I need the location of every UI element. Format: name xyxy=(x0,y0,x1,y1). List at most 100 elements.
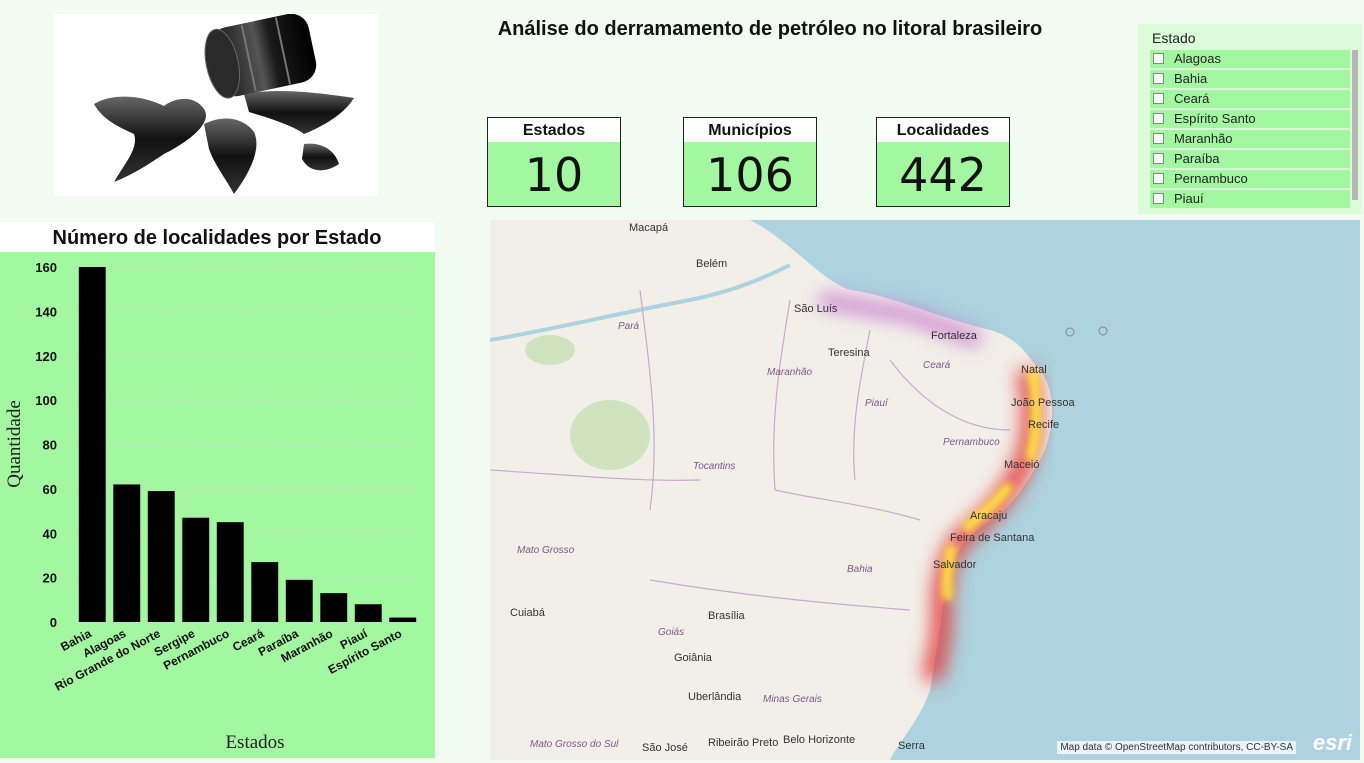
city-label: Fortaleza xyxy=(931,330,977,342)
city-label: Macapá xyxy=(629,222,669,234)
checkbox-icon[interactable] xyxy=(1153,133,1164,144)
slicer-item-paraiba[interactable]: Paraíba xyxy=(1150,150,1350,168)
city-label: Ribeirão Preto xyxy=(708,737,779,749)
kpi-value: 106 xyxy=(706,148,794,202)
city-label: Goiânia xyxy=(674,652,712,664)
kpi-label: Localidades xyxy=(877,118,1009,142)
kpi-label: Municípios xyxy=(684,118,816,142)
y-axis-label: Quantidade xyxy=(4,400,25,488)
region-label: Tocantins xyxy=(693,461,736,472)
bar[interactable] xyxy=(320,593,348,622)
city-label: Salvador xyxy=(933,559,977,571)
state-border xyxy=(853,329,871,481)
region-label: Pernambuco xyxy=(943,437,1000,448)
heat-trail xyxy=(818,292,983,348)
oil-spill-image xyxy=(54,14,378,196)
slicer-item-alagoas[interactable]: Alagoas xyxy=(1150,50,1350,68)
map-attribution[interactable]: Map data © OpenStreetMap contributors, C… xyxy=(1057,741,1296,754)
chart-title: Número de localidades por Estado xyxy=(0,222,434,252)
y-tick-label: 0 xyxy=(50,615,57,630)
city-label: São Luís xyxy=(794,303,838,315)
checkbox-icon[interactable] xyxy=(1153,53,1164,64)
city-label: Serra xyxy=(898,740,925,752)
slicer-item-pernambuco[interactable]: Pernambuco xyxy=(1150,170,1350,188)
kpi-card-municipios: Municípios 106 xyxy=(683,117,817,207)
region-label: Mato Grosso do Sul xyxy=(530,739,619,750)
city-label: Maceió xyxy=(1004,459,1040,471)
bar[interactable] xyxy=(113,484,141,622)
forest-area xyxy=(570,400,650,470)
bar[interactable] xyxy=(216,522,244,622)
slicer-item-maranhao[interactable]: Maranhão xyxy=(1150,130,1350,148)
region-label: Pará xyxy=(618,321,640,332)
island-marker xyxy=(1098,326,1108,336)
slicer-header: Estado xyxy=(1152,30,1196,46)
checkbox-icon[interactable] xyxy=(1153,93,1164,104)
bar-chart[interactable]: 0 20 40 60 80 100 120 140 160 Bahia Alagoas Rio Gra… xyxy=(0,252,435,758)
bar[interactable] xyxy=(147,491,175,622)
slicer-item-piaui[interactable]: Piauí xyxy=(1150,190,1350,208)
x-axis-label: Estados xyxy=(225,732,284,753)
bar[interactable] xyxy=(285,579,313,622)
state-border xyxy=(773,299,791,491)
city-label: Recife xyxy=(1028,419,1060,431)
kpi-card-localidades: Localidades 442 xyxy=(876,117,1010,207)
city-label: Belém xyxy=(696,258,728,270)
y-tick-label: 80 xyxy=(43,438,57,453)
y-tick-label: 140 xyxy=(35,304,57,319)
heat-core xyxy=(961,481,1014,534)
region-label: Bahia xyxy=(847,564,873,575)
state-border xyxy=(889,359,1011,431)
slicer-scrollbar[interactable] xyxy=(1352,50,1358,200)
slicer-item-espirito-santo[interactable]: Espírito Santo xyxy=(1150,110,1350,128)
heat-core xyxy=(942,544,957,601)
y-tick-label: 120 xyxy=(35,349,57,364)
heat-core xyxy=(1025,369,1042,462)
city-label: Feira de Santana xyxy=(950,532,1035,544)
city-label: Aracaju xyxy=(970,510,1008,522)
state-border xyxy=(774,489,921,521)
city-label: São José xyxy=(642,742,688,754)
y-tick-label: 160 xyxy=(35,260,57,275)
kpi-label: Estados xyxy=(488,118,620,142)
checkbox-icon[interactable] xyxy=(1153,113,1164,124)
y-tick-label: 40 xyxy=(43,526,57,541)
bar[interactable] xyxy=(251,562,279,622)
slicer-item-ceara[interactable]: Ceará xyxy=(1150,90,1350,108)
estado-slicer[interactable]: Estado Alagoas Bahia Ceará Espírito Sant… xyxy=(1138,24,1362,214)
kpi-value: 442 xyxy=(899,148,987,202)
y-tick-label: 60 xyxy=(43,482,57,497)
region-label: Mato Grosso xyxy=(517,545,575,556)
bar[interactable] xyxy=(389,617,417,622)
heat-map[interactable]: Macapá Belém São Luís Teresina Fortaleza… xyxy=(490,220,1360,760)
page-title: Análise do derramamento de petróleo no l… xyxy=(497,18,1043,40)
city-label: Teresina xyxy=(828,347,870,359)
checkbox-icon[interactable] xyxy=(1153,193,1164,204)
region-label: Minas Gerais xyxy=(763,694,822,705)
kpi-card-estados: Estados 10 xyxy=(487,117,621,207)
city-label: Cuiabá xyxy=(510,607,545,619)
city-label: João Pessoa xyxy=(1011,397,1075,409)
bar[interactable] xyxy=(354,604,382,622)
checkbox-icon[interactable] xyxy=(1153,173,1164,184)
bar[interactable] xyxy=(182,517,210,622)
state-border xyxy=(649,579,911,611)
bar[interactable] xyxy=(78,267,106,622)
esri-logo: esri xyxy=(1312,730,1352,755)
slicer-item-bahia[interactable]: Bahia xyxy=(1150,70,1350,88)
region-label: Goiás xyxy=(658,627,685,638)
y-tick-label: 100 xyxy=(35,393,57,408)
y-tick-label: 20 xyxy=(43,571,57,586)
checkbox-icon[interactable] xyxy=(1153,73,1164,84)
state-border xyxy=(490,469,701,481)
city-label: Brasília xyxy=(708,610,745,622)
region-label: Piauí xyxy=(865,398,888,409)
checkbox-icon[interactable] xyxy=(1153,153,1164,164)
city-label: Natal xyxy=(1021,364,1047,376)
state-border xyxy=(639,289,655,511)
kpi-value: 10 xyxy=(524,148,584,202)
city-label: Uberlândia xyxy=(688,691,742,703)
city-label: Belo Horizonte xyxy=(783,734,856,746)
region-label: Maranhão xyxy=(767,367,813,378)
amazon-river xyxy=(490,263,791,342)
